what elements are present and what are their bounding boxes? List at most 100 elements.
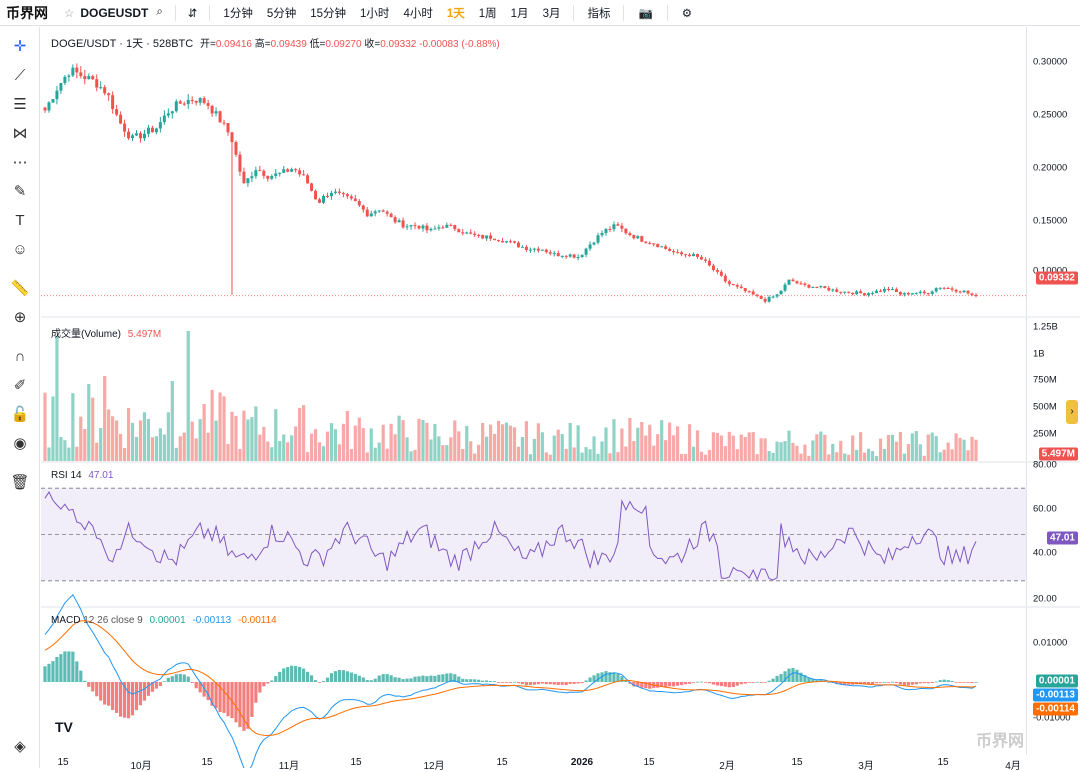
layers-icon[interactable]: ◈ xyxy=(14,738,26,755)
volume-bar xyxy=(174,447,178,461)
candle-body xyxy=(493,238,497,241)
volume-bar xyxy=(886,434,891,461)
candle-body xyxy=(254,170,258,177)
fib-icon[interactable]: ⋯ xyxy=(12,154,28,171)
candle-body xyxy=(107,93,111,96)
price-tick: 0.30000 xyxy=(1033,56,1068,68)
brush-icon[interactable]: ✎ xyxy=(13,183,27,200)
indicators-button[interactable]: 指标 xyxy=(587,7,611,20)
volume-bar xyxy=(107,409,111,461)
macd-axis[interactable]: 0.01000 -0.01000 0.00001 -0.00113 -0.001… xyxy=(1026,607,1080,755)
macd-histogram-bar xyxy=(381,674,385,682)
lock-icon[interactable]: 🔓 xyxy=(10,406,30,423)
candle-body xyxy=(707,260,711,266)
horizontal-lines-icon[interactable]: ☰ xyxy=(13,96,27,113)
candle-body xyxy=(795,281,799,284)
chart-area[interactable]: DOGE/USDT · 1天 · 528BTC 开=0.09416 高=0.09… xyxy=(41,27,1080,768)
candle-body xyxy=(739,286,743,289)
macd-histogram-bar xyxy=(154,682,159,689)
expand-panel-button[interactable]: › xyxy=(1066,400,1078,424)
zoom-in-icon[interactable]: ⊕ xyxy=(13,309,27,326)
price-legend: DOGE/USDT · 1天 · 528BTC 开=0.09416 高=0.09… xyxy=(51,35,500,51)
interval-4h[interactable]: 4小时 xyxy=(403,7,433,20)
macd-histogram-bar xyxy=(552,682,556,685)
volume-bar xyxy=(150,437,155,461)
rsi-title: RSI xyxy=(51,470,68,481)
macd-histogram-bar xyxy=(453,674,457,682)
macd-histogram-bar xyxy=(799,672,803,682)
candle-body xyxy=(636,236,640,239)
eye-icon[interactable]: ◉ xyxy=(13,435,27,452)
x-axis-label: 15 xyxy=(937,757,949,768)
candle-body xyxy=(186,100,190,104)
candle-body xyxy=(47,102,51,111)
candle-body xyxy=(501,241,505,243)
text-icon[interactable]: T xyxy=(15,211,25,229)
macd-histogram-bar xyxy=(560,682,564,685)
candle-body xyxy=(489,235,493,239)
chart-canvas[interactable] xyxy=(41,27,1080,768)
volume-bar xyxy=(122,447,127,461)
macd-histogram-bar xyxy=(103,682,107,705)
camera-icon[interactable]: 📷 xyxy=(638,7,653,20)
compare-icon[interactable]: ⇵ xyxy=(187,7,198,20)
crosshair-icon[interactable]: ✛ xyxy=(13,38,27,55)
macd-histogram-bar xyxy=(429,675,433,682)
macd-histogram-bar xyxy=(592,675,596,682)
interval-1m[interactable]: 1分钟 xyxy=(223,7,253,20)
candle-body xyxy=(361,205,365,210)
candle-body xyxy=(867,293,871,296)
candle-body xyxy=(79,72,83,77)
volume-bar xyxy=(95,442,99,461)
macd-histogram-bar xyxy=(75,661,79,682)
macd-histogram-bar xyxy=(242,682,246,731)
settings-icon[interactable]: ⚙ xyxy=(681,7,693,20)
macd-histogram-bar xyxy=(827,681,831,683)
macd-histogram-bar xyxy=(803,675,807,682)
candle-body xyxy=(648,242,652,244)
macd-histogram-bar xyxy=(67,651,71,682)
interval-1h[interactable]: 1小时 xyxy=(360,7,390,20)
macd-histogram-bar xyxy=(508,682,513,683)
trendline-icon[interactable]: ⟋ xyxy=(14,66,26,84)
candle-body xyxy=(413,225,417,227)
volume-bar xyxy=(103,376,107,461)
interval-5m[interactable]: 5分钟 xyxy=(266,7,297,20)
macd-histogram-bar xyxy=(282,668,286,682)
interval-15m[interactable]: 15分钟 xyxy=(310,7,347,20)
interval-3M[interactable]: 3月 xyxy=(542,7,561,20)
low-value: 0.09270 xyxy=(325,39,362,50)
ruler-icon[interactable]: 📏 xyxy=(10,280,30,297)
trash-icon[interactable]: 🗑 xyxy=(10,474,30,491)
price-axis[interactable]: 0.30000 0.25000 0.20000 0.15000 0.10000 … xyxy=(1026,27,1080,316)
interval-1M[interactable]: 1月 xyxy=(510,7,529,20)
pattern-icon[interactable]: ⋈ xyxy=(12,125,28,142)
candle-body xyxy=(970,293,974,296)
volume-bar xyxy=(214,420,218,461)
search-icon[interactable]: ⌕ xyxy=(156,6,163,18)
macd-title: MACD xyxy=(51,615,81,626)
volume-bar xyxy=(878,438,883,461)
rsi-axis[interactable]: 80.00 60.00 40.00 20.00 47.01 xyxy=(1026,460,1080,606)
volume-bar xyxy=(59,437,63,461)
volume-bar xyxy=(819,431,823,461)
symbol-search[interactable]: DOGEUSDT xyxy=(80,5,149,20)
volume-bar xyxy=(679,453,684,461)
volume-bar xyxy=(317,442,322,461)
interval-1w[interactable]: 1周 xyxy=(478,7,497,20)
lock-drawing-icon[interactable]: ✐ xyxy=(13,377,27,394)
candle-body xyxy=(497,240,501,242)
interval-1d[interactable]: 1天 xyxy=(446,7,465,20)
volume-bar xyxy=(791,442,795,461)
candle-body xyxy=(206,103,210,106)
macd-histogram-bar xyxy=(385,674,389,682)
candle-body xyxy=(668,248,672,252)
magnet-icon[interactable]: ∩ xyxy=(14,347,26,365)
macd-histogram-bar xyxy=(894,682,899,684)
macd-histogram-bar xyxy=(715,682,719,686)
volume-axis[interactable]: 1.25B 1B 750M 500M 250M 5.497M xyxy=(1026,317,1080,461)
star-icon[interactable]: ☆ xyxy=(64,7,75,20)
volume-bar xyxy=(55,336,59,461)
volume-bar xyxy=(632,441,636,461)
emoji-icon[interactable]: ☺ xyxy=(12,240,28,258)
